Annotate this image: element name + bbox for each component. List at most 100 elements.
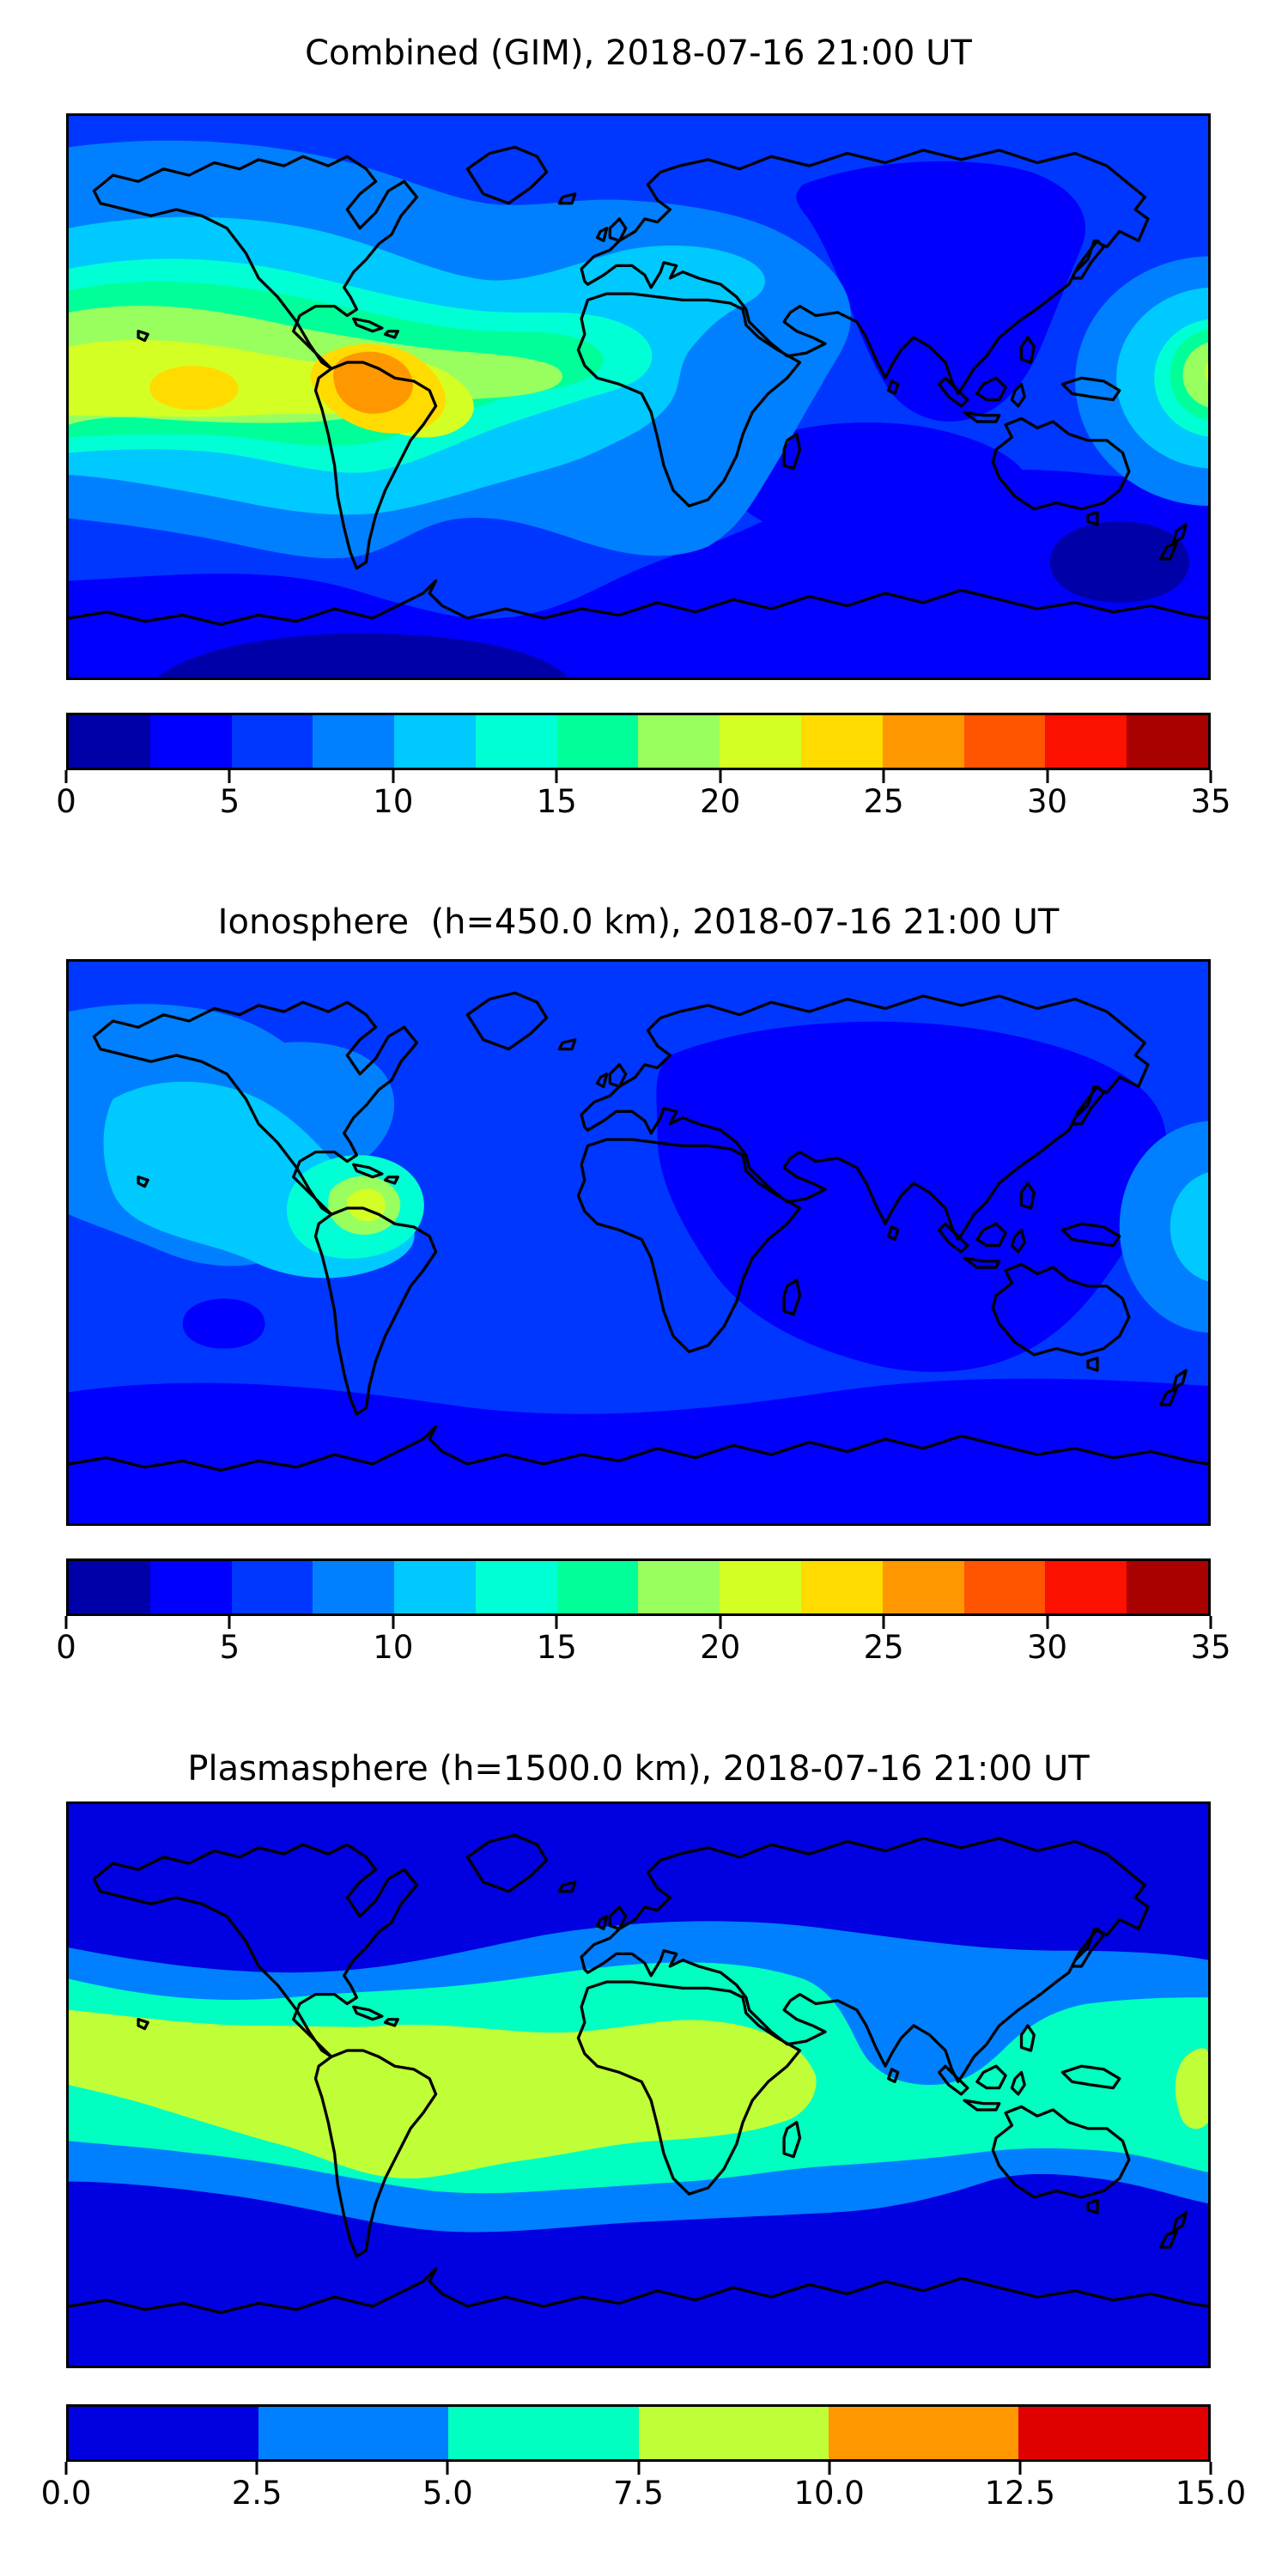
colorbar-tick (637, 2462, 640, 2475)
colorbar-segment (394, 715, 476, 768)
colorbar-tick (392, 1616, 395, 1629)
colorbar-segment (638, 715, 720, 768)
colorbar-tick-label: 5 (219, 1629, 240, 1666)
colorbar-tick-label: 5 (219, 783, 240, 820)
coastline-path (69, 145, 1208, 626)
colorbar-tick (64, 1616, 68, 1629)
colorbar-tick (64, 770, 68, 783)
colorbar-tick-label: 15.0 (1175, 2475, 1247, 2512)
contour-map-svg-ionosphere (69, 962, 1208, 1523)
colorbar-tick-label: 0 (56, 1629, 76, 1666)
colorbar-segment (394, 1561, 476, 1613)
contour-band (69, 1378, 1208, 1523)
colorbar-combined (66, 713, 1211, 770)
contour-band (796, 161, 1086, 422)
contour-band (1170, 1172, 1208, 1282)
colorbar-tick-label: 15 (536, 783, 577, 820)
contour-band (1182, 342, 1208, 408)
colorbar-ticks-plasmasphere (64, 2462, 1212, 2476)
colorbar-tick-label: 35 (1190, 1629, 1231, 1666)
colorbar-tick-label: 15 (536, 1629, 577, 1666)
colorbar-segment (149, 715, 232, 768)
contour-band (182, 1298, 265, 1349)
colorbar-tick-label: 5.0 (422, 2475, 473, 2512)
coastline-path (69, 991, 1208, 1472)
colorbar-segment (882, 715, 964, 768)
colorbar-segment (556, 715, 639, 768)
colorbar-segment (720, 715, 802, 768)
colorbar-labels-plasmasphere: 0.0 2.5 5.0 7.5 10.0 12.5 15.0 (41, 2475, 1247, 2514)
colorbar-tick (446, 2462, 449, 2475)
colorbar-plasmasphere (66, 2404, 1211, 2462)
colorbar-segment (69, 2407, 259, 2459)
colorbar-segment (313, 715, 395, 768)
colorbar-segment (1045, 1561, 1127, 1613)
panel-title-ionosphere: Ionosphere (h=450.0 km), 2018-07-16 21:0… (217, 902, 1060, 942)
panel-title-plasmasphere: Plasmasphere (h=1500.0 km), 2018-07-16 2… (187, 1749, 1090, 1789)
contour-band (149, 366, 239, 410)
contour-map-svg-combined (69, 116, 1208, 677)
colorbar-tick (1046, 770, 1049, 783)
colorbar-tick (719, 1616, 722, 1629)
colorbar-segment (475, 1561, 557, 1613)
colorbar-tick-label: 30 (1027, 1629, 1068, 1666)
colorbar-tick-label: 12.5 (984, 2475, 1056, 2512)
colorbar-tick-label: 20 (700, 1629, 741, 1666)
contour-map-svg-plasmasphere (69, 1804, 1208, 2366)
colorbar-segment (1045, 715, 1127, 768)
colorbar-tick-label: 2.5 (231, 2475, 283, 2512)
colorbar-tick-label: 10 (373, 1629, 414, 1666)
colorbar-segment (231, 715, 313, 768)
colorbar-tick (555, 770, 558, 783)
colorbar-segment (638, 1561, 720, 1613)
colorbar-labels-ionosphere: 0 5 10 15 20 25 30 35 (56, 1629, 1230, 1668)
colorbar-tick (1209, 2462, 1212, 2475)
colorbar-segment (475, 715, 557, 768)
colorbar-tick (1046, 1616, 1049, 1629)
colorbar-tick-label: 25 (863, 783, 904, 820)
colorbar-ticks-ionosphere (64, 1616, 1212, 1630)
colorbar-tick (64, 2462, 68, 2475)
contour-band (1119, 1121, 1208, 1333)
colorbar-segment (638, 2407, 829, 2459)
colorbar-tick-label: 30 (1027, 783, 1068, 820)
colorbar-segment (149, 1561, 232, 1613)
contour-band (656, 1021, 1168, 1372)
colorbar-tick-label: 0.0 (40, 2475, 92, 2512)
colorbar-tick (882, 770, 885, 783)
colorbar-tick-label: 10 (373, 783, 414, 820)
colorbar-tick (555, 1616, 558, 1629)
colorbar-tick-label: 20 (700, 783, 741, 820)
colorbar-segment (1018, 2407, 1208, 2459)
colorbar-segment (313, 1561, 395, 1613)
colorbar-segment (69, 715, 150, 768)
colorbar-ionosphere (66, 1558, 1211, 1616)
colorbar-ticks-combined (64, 770, 1212, 784)
colorbar-segment (720, 1561, 802, 1613)
colorbar-tick-label: 35 (1190, 783, 1231, 820)
contour-band (157, 633, 569, 677)
colorbar-tick-label: 0 (56, 783, 76, 820)
colorbar-segment (1127, 1561, 1208, 1613)
colorbar-tick-label: 25 (863, 1629, 904, 1666)
colorbar-segment (882, 1561, 964, 1613)
colorbar-tick (1209, 1616, 1212, 1629)
colorbar-tick (228, 1616, 231, 1629)
colorbar-tick (882, 1616, 885, 1629)
contour-band (1175, 2048, 1208, 2129)
colorbar-tick (255, 2462, 258, 2475)
world-map-ionosphere (66, 959, 1211, 1526)
colorbar-segment (69, 1561, 150, 1613)
colorbar-segment (963, 715, 1046, 768)
colorbar-tick (1018, 2462, 1022, 2475)
colorbar-segment (556, 1561, 639, 1613)
panel-title-combined: Combined (GIM), 2018-07-16 21:00 UT (305, 33, 972, 73)
colorbar-tick-label: 7.5 (613, 2475, 664, 2512)
world-map-plasmasphere (66, 1801, 1211, 2368)
world-map-combined (66, 113, 1211, 680)
colorbar-tick (392, 770, 395, 783)
colorbar-segment (1127, 715, 1208, 768)
colorbar-segment (801, 1561, 883, 1613)
colorbar-segment (828, 2407, 1018, 2459)
colorbar-tick (228, 770, 231, 783)
